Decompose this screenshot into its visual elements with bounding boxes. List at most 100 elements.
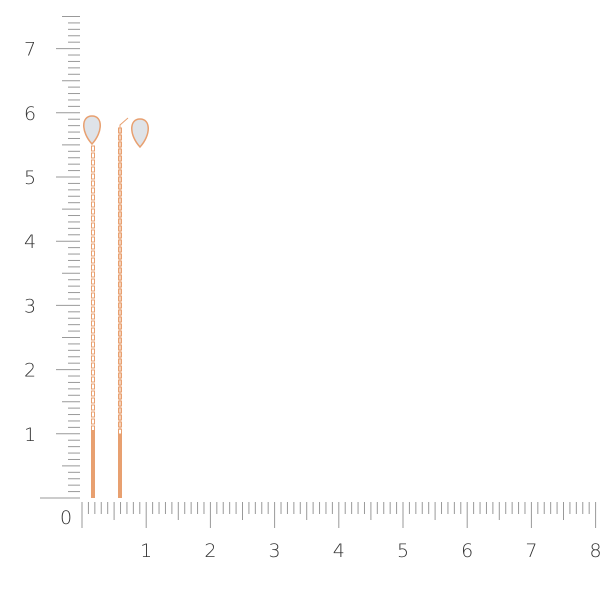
chain-link [118, 246, 122, 253]
chain-link [91, 264, 95, 271]
chain-link [118, 386, 122, 393]
chain-link [118, 288, 122, 295]
chain-link [118, 393, 122, 400]
chain-link [118, 162, 122, 169]
chain-link [91, 369, 95, 376]
chain-link [91, 362, 95, 369]
chain-link [91, 390, 95, 397]
chain-link [118, 190, 122, 197]
chain-link [118, 379, 122, 386]
chain-link [91, 194, 95, 201]
chain-link [118, 330, 122, 337]
chain-link [118, 309, 122, 316]
chain-link [91, 341, 95, 348]
ruler-label-y: 5 [24, 167, 36, 189]
chain-link [118, 197, 122, 204]
needle-bar [91, 430, 95, 498]
chain-link [91, 278, 95, 285]
chain-link [91, 208, 95, 215]
chain-link [118, 253, 122, 260]
chain-link [91, 243, 95, 250]
chain-link [118, 225, 122, 232]
ruler-label-x: 7 [525, 540, 537, 562]
chain-link [91, 285, 95, 292]
needle-bar [118, 434, 122, 498]
chain-link [118, 232, 122, 239]
chain-link [91, 418, 95, 425]
chain-link [91, 404, 95, 411]
ruler-label-y: 2 [24, 360, 36, 382]
chain-link [118, 183, 122, 190]
chain-link [91, 215, 95, 222]
chain-link [91, 313, 95, 320]
chain-link [91, 397, 95, 404]
chain-link [91, 383, 95, 390]
chain-link [118, 134, 122, 141]
chain-link [91, 201, 95, 208]
chain-link [91, 180, 95, 187]
chain-link [91, 166, 95, 173]
chain-link [91, 236, 95, 243]
chain-link [91, 320, 95, 327]
ruler-label-y: 6 [24, 103, 36, 125]
chain-strand [119, 117, 129, 430]
ruler-label-y: 4 [24, 231, 36, 253]
chain-link [91, 376, 95, 383]
pear-stone-icon [131, 118, 149, 149]
chain-link [118, 274, 122, 281]
chain-link [91, 159, 95, 166]
chain-link [118, 295, 122, 302]
chain-link [118, 323, 122, 330]
chain-link [91, 348, 95, 355]
ruler-label-x: 4 [333, 540, 345, 562]
ruler-label-y: 7 [24, 39, 36, 61]
chain-link [118, 281, 122, 288]
ruler-label-x: 3 [269, 540, 281, 562]
chain-link [91, 306, 95, 313]
chain-link [118, 176, 122, 183]
chain-link [118, 148, 122, 155]
ruler-label-x: 8 [590, 540, 600, 562]
chain-link [91, 145, 95, 152]
ruler-label-x: 0 [60, 507, 72, 529]
chain-link [118, 421, 122, 428]
chain-link [118, 414, 122, 421]
chain-link [118, 260, 122, 267]
chain-link [118, 239, 122, 246]
chain-link [91, 152, 95, 159]
chain-link [118, 211, 122, 218]
chain-link [118, 316, 122, 323]
chain-link [91, 327, 95, 334]
ruler-label-x: 5 [397, 540, 409, 562]
chain-link [91, 250, 95, 257]
chain-link [118, 344, 122, 351]
chain-link [91, 292, 95, 299]
chain-link [91, 229, 95, 236]
chain-link [118, 218, 122, 225]
ruler-label-y: 1 [24, 424, 36, 446]
chain-link [118, 155, 122, 162]
chain-link [118, 127, 122, 134]
ruler-label-y: 3 [24, 295, 36, 317]
chain-link [91, 355, 95, 362]
chain-link [118, 337, 122, 344]
chain-link [91, 222, 95, 229]
pear-stone-icon [83, 115, 101, 146]
ruler-label-x: 6 [461, 540, 473, 562]
chain-link [91, 334, 95, 341]
chain-link [118, 141, 122, 148]
chain-link [91, 187, 95, 194]
chain-link [118, 169, 122, 176]
chain-link [118, 204, 122, 211]
chain-link [118, 267, 122, 274]
ruler-label-x: 1 [140, 540, 152, 562]
chain-link [91, 257, 95, 264]
chain-link [118, 302, 122, 309]
chain-link [118, 365, 122, 372]
chain-link [91, 271, 95, 278]
chain-link [118, 407, 122, 414]
chain-link [118, 351, 122, 358]
chain-link [118, 400, 122, 407]
